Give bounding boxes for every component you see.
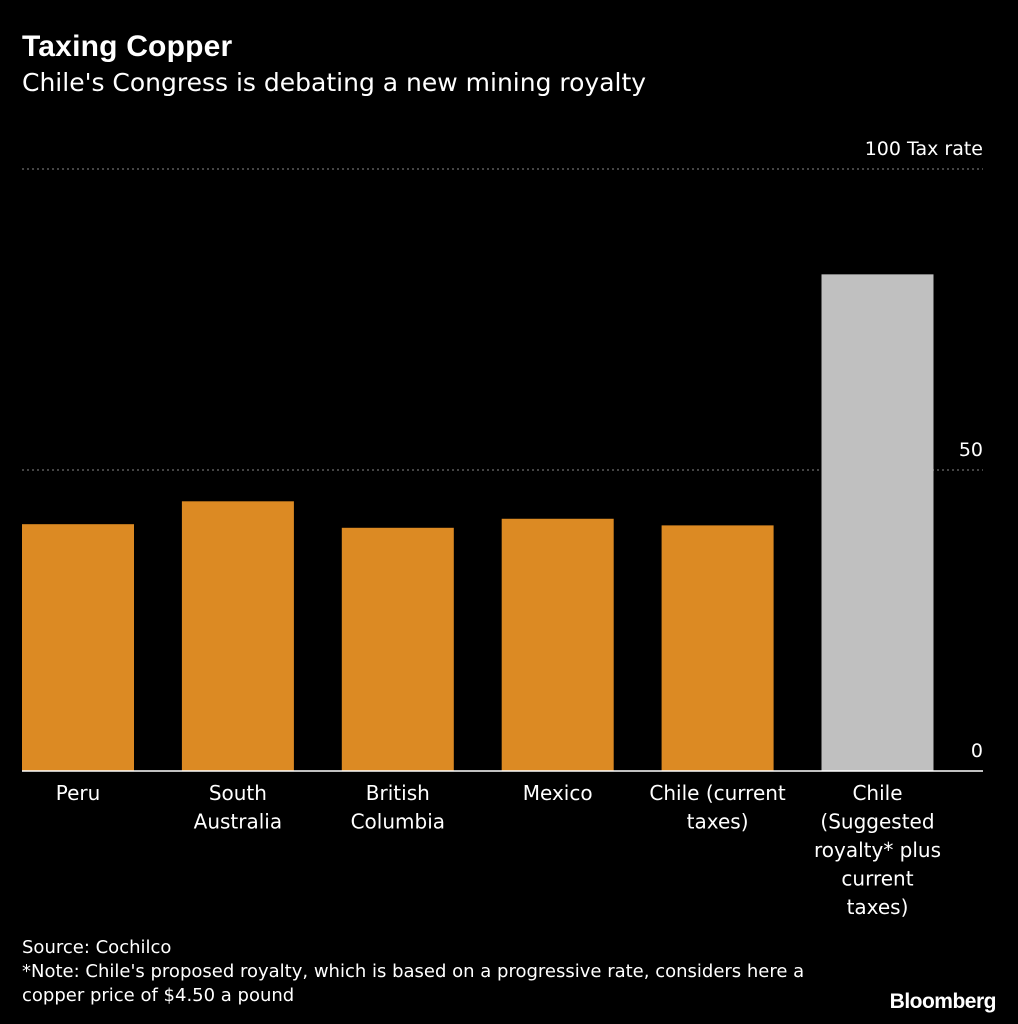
chart-title: Taxing Copper: [22, 30, 233, 63]
y-tick-label: 100 Tax rate: [865, 138, 983, 160]
source-text: Source: Cochilco: [22, 937, 172, 958]
bar: [661, 525, 774, 771]
x-tick-label: royalty* plus: [814, 838, 941, 862]
x-tick-label: Australia: [194, 810, 282, 834]
chart-subtitle: Chile's Congress is debating a new minin…: [22, 68, 647, 97]
x-tick-label: Columbia: [351, 810, 445, 834]
bar: [341, 527, 454, 771]
x-tick-label: Chile: [852, 781, 902, 805]
bar-chart: 0 50 100 Tax rate Peru South Australia British…: [22, 138, 983, 919]
bar: [501, 518, 614, 771]
bar: [821, 274, 934, 771]
bloomberg-logo: Bloomberg: [889, 990, 997, 1013]
x-tick-label: current: [841, 867, 913, 891]
x-tick-label: taxes): [687, 810, 749, 834]
x-tick-label: taxes): [847, 895, 909, 919]
y-tick-label: 0: [971, 740, 983, 762]
bar: [22, 524, 134, 771]
x-tick-label: British: [366, 781, 430, 805]
bar: [181, 501, 294, 771]
x-tick-label: (Suggested: [820, 810, 934, 834]
x-tick-label: Mexico: [523, 781, 593, 805]
x-tick-label: South: [209, 781, 267, 805]
x-tick-label: Peru: [56, 781, 101, 805]
footnote-text: *Note: Chile's proposed royalty, which i…: [22, 961, 805, 1006]
x-tick-label: Chile (current: [649, 781, 786, 805]
y-tick-label: 50: [959, 439, 983, 461]
